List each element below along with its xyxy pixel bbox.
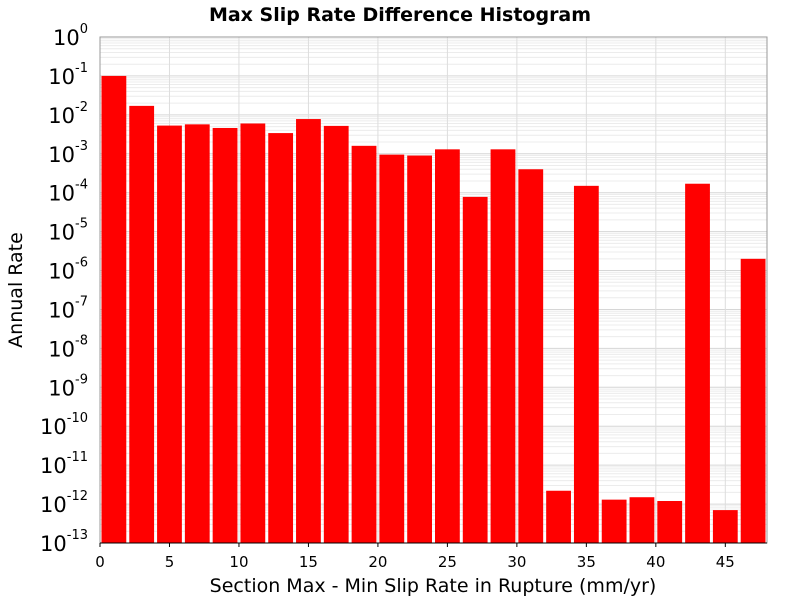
- y-tick-label: 10-1: [48, 61, 88, 89]
- y-axis-label: Annual Rate: [5, 232, 27, 348]
- y-tick-label: 10-12: [40, 489, 88, 517]
- histogram-bar: [490, 149, 516, 543]
- y-tick-label: 10-9: [48, 372, 88, 400]
- histogram-bar: [129, 105, 155, 543]
- y-tick-label: 10-13: [40, 528, 88, 556]
- histogram-bar: [157, 125, 182, 543]
- x-axis-ticks: 0 5 10 15 20 25 30 35 40 45: [95, 543, 735, 571]
- y-tick-label: 10-2: [48, 100, 88, 128]
- x-tick-label: 20: [368, 553, 387, 571]
- y-tick-label: 10-7: [48, 294, 88, 322]
- y-tick-label: 10-6: [48, 256, 88, 284]
- histogram-bar: [184, 124, 210, 543]
- y-tick-label: 10-10: [40, 411, 88, 439]
- x-tick-label: 10: [229, 553, 248, 571]
- y-tick-label: 10-11: [40, 450, 88, 478]
- histogram-bar: [323, 125, 349, 543]
- histogram-bar: [712, 510, 738, 543]
- histogram-bar: [518, 169, 544, 543]
- x-tick-label: 35: [577, 553, 596, 571]
- y-tick-label: 10-8: [48, 333, 88, 361]
- y-tick-label: 10-4: [48, 178, 88, 206]
- y-tick-label: 10-3: [48, 139, 88, 167]
- histogram-bar: [629, 497, 655, 543]
- x-axis-label: Section Max - Min Slip Rate in Rupture (…: [210, 575, 657, 597]
- y-axis-ticks: 100 10-1 10-2 10-3 10-4 10-5 10-6 10-7 10-8 10-9 1…: [40, 22, 88, 556]
- histogram-bar: [573, 185, 599, 543]
- bars: [101, 75, 766, 544]
- histogram-bar: [740, 258, 766, 543]
- histogram-bar: [101, 75, 127, 543]
- histogram-bar: [435, 149, 460, 543]
- x-tick-label: 0: [95, 553, 105, 571]
- histogram-bar: [685, 183, 710, 543]
- histogram-bar: [351, 145, 377, 543]
- histogram-bar: [657, 500, 683, 543]
- histogram-bar: [601, 499, 627, 543]
- histogram-bar: [240, 123, 266, 543]
- x-tick-label: 45: [716, 553, 735, 571]
- histogram-bar: [296, 119, 321, 543]
- y-tick-label: 10-5: [48, 217, 88, 245]
- x-tick-label: 30: [507, 553, 526, 571]
- y-tick-label: 100: [53, 22, 88, 50]
- grid-lines: [99, 37, 767, 544]
- x-tick-label: 15: [299, 553, 318, 571]
- histogram-bar: [379, 154, 405, 543]
- histogram-bar: [462, 196, 488, 543]
- histogram-bar: [546, 490, 571, 543]
- histogram-bar: [407, 155, 432, 544]
- x-tick-label: 40: [646, 553, 665, 571]
- x-tick-label: 25: [438, 553, 457, 571]
- histogram-bar: [212, 127, 238, 543]
- histogram-bar: [268, 133, 294, 543]
- x-tick-label: 5: [165, 553, 175, 571]
- chart-title: Max Slip Rate Difference Histogram: [209, 4, 591, 26]
